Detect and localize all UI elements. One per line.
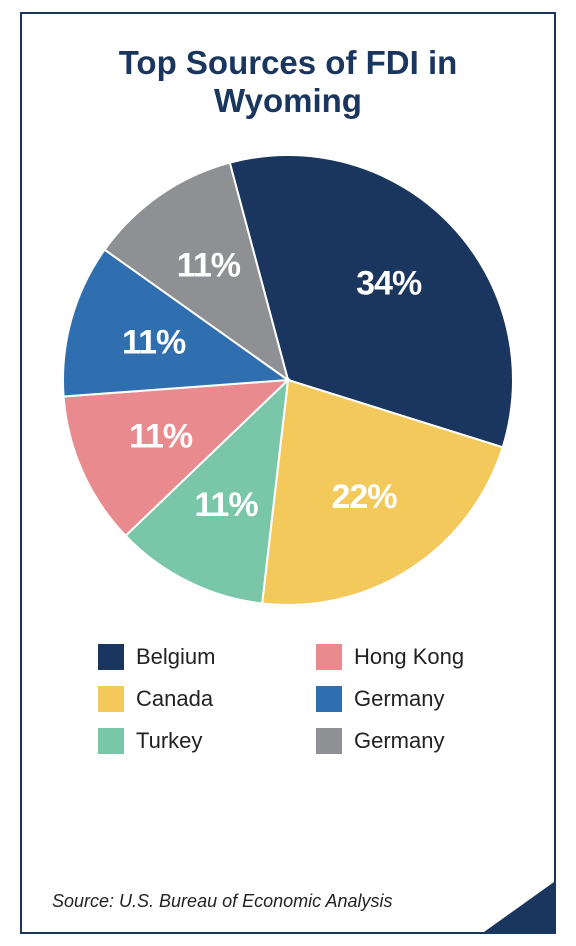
slice-label: 22% xyxy=(331,478,397,516)
legend-swatch xyxy=(316,728,342,754)
legend-item: Turkey xyxy=(98,728,276,754)
legend-swatch xyxy=(98,728,124,754)
corner-triangle xyxy=(484,882,554,932)
legend-item: Belgium xyxy=(98,644,276,670)
pie-chart: 34%22%11%11%11%11% xyxy=(52,150,524,610)
slice-label: 11% xyxy=(129,418,193,456)
legend-item: Germany xyxy=(316,686,494,712)
legend-label: Hong Kong xyxy=(354,644,464,670)
legend-label: Turkey xyxy=(136,728,202,754)
pie-svg: 34%22%11%11%11%11% xyxy=(58,150,518,610)
chart-title: Top Sources of FDI in Wyoming xyxy=(52,44,524,120)
source-text: Source: U.S. Bureau of Economic Analysis xyxy=(52,891,524,912)
legend-item: Canada xyxy=(98,686,276,712)
legend-label: Canada xyxy=(136,686,213,712)
chart-frame: Top Sources of FDI in Wyoming 34%22%11%1… xyxy=(20,12,556,934)
slice-label: 11% xyxy=(177,246,241,284)
slice-label: 11% xyxy=(194,486,258,524)
legend-swatch xyxy=(316,686,342,712)
legend-label: Germany xyxy=(354,728,444,754)
legend-label: Belgium xyxy=(136,644,215,670)
legend-label: Germany xyxy=(354,686,444,712)
legend: Belgium Hong Kong Canada Germany Turkey Germa… xyxy=(52,644,524,754)
legend-swatch xyxy=(98,686,124,712)
legend-item: Germany xyxy=(316,728,494,754)
legend-swatch xyxy=(316,644,342,670)
legend-item: Hong Kong xyxy=(316,644,494,670)
slice-label: 34% xyxy=(356,264,422,302)
slice-label: 11% xyxy=(122,323,186,361)
legend-swatch xyxy=(98,644,124,670)
